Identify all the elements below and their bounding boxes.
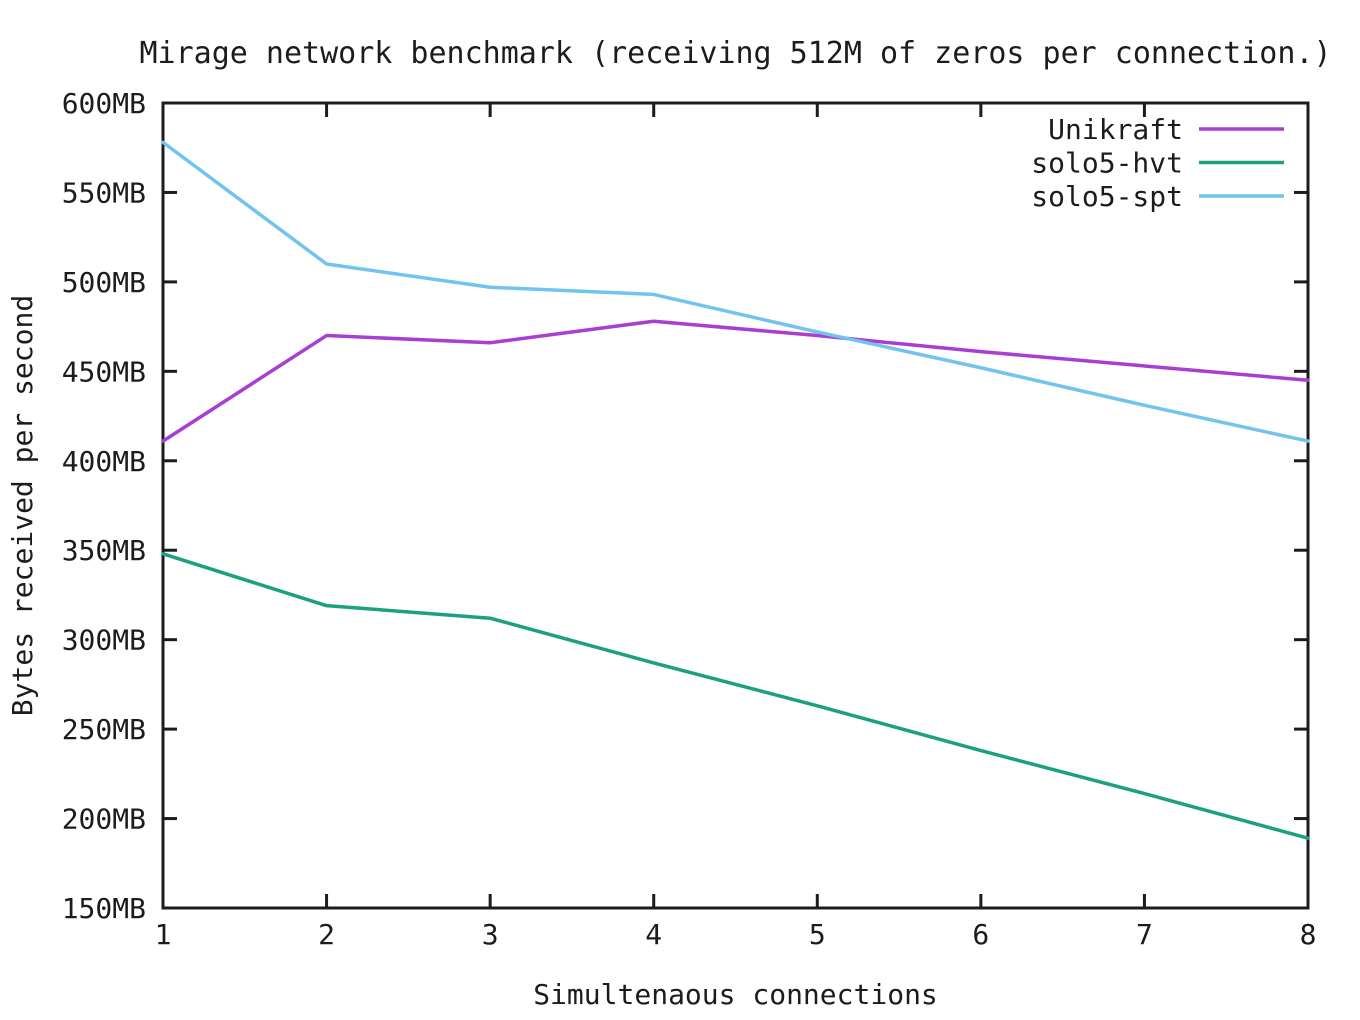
legend-label: solo5-hvt <box>1031 147 1183 180</box>
legend-item-solo5-spt: solo5-spt <box>1031 180 1284 213</box>
x-tick-label: 1 <box>155 918 172 951</box>
chart-title: Mirage network benchmark (receiving 512M… <box>139 36 1331 71</box>
legend-item-solo5-hvt: solo5-hvt <box>1031 147 1284 180</box>
series-line-solo5-spt <box>161 140 1310 443</box>
x-tick-label: 2 <box>318 918 335 951</box>
y-tick-label: 550MB <box>62 176 146 209</box>
y-tick-label: 350MB <box>62 534 146 567</box>
series-line-solo5-hvt <box>161 552 1310 840</box>
y-tick-label: 250MB <box>62 713 146 746</box>
y-tick-label: 500MB <box>62 266 146 299</box>
y-tick-label: 450MB <box>62 355 146 388</box>
y-tick-label: 400MB <box>62 445 146 478</box>
y-tick-label: 300MB <box>62 624 146 657</box>
x-tick-label: 7 <box>1136 918 1153 951</box>
x-tick-label: 6 <box>972 918 989 951</box>
legend-label: solo5-spt <box>1031 180 1183 213</box>
x-tick-label: 8 <box>1300 918 1317 951</box>
series-line-unikraft <box>161 319 1310 443</box>
x-axis-label: Simultenaous connections <box>533 978 938 1011</box>
legend-item-unikraft: Unikraft <box>1048 113 1284 146</box>
y-tick-label: 200MB <box>62 803 146 836</box>
plot-border <box>161 101 1310 910</box>
y-tick-label: 600MB <box>62 87 146 120</box>
legend-label: Unikraft <box>1048 113 1183 146</box>
x-tick-label: 4 <box>645 918 662 951</box>
x-tick-label: 3 <box>482 918 499 951</box>
y-axis-label: Bytes received per second <box>6 295 39 716</box>
y-tick-label: 150MB <box>62 892 146 925</box>
x-tick-label: 5 <box>809 918 826 951</box>
